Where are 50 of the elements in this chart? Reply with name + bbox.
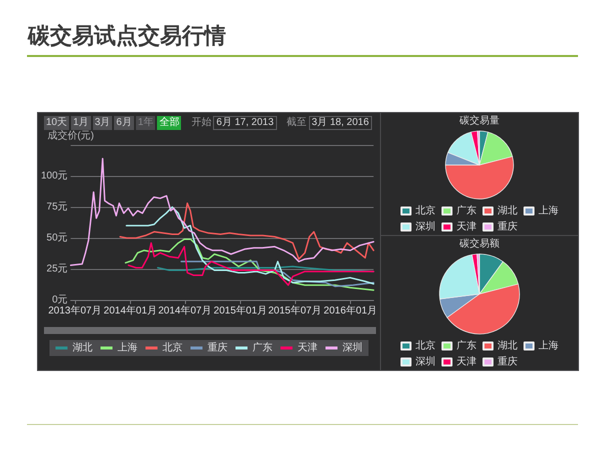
chart-title: 碳交易试点交易行情: [28, 22, 226, 50]
date-field: 3月 18, 2016: [308, 116, 372, 130]
y-tick-label: 75元: [46, 202, 68, 212]
range-button: 10天: [44, 116, 70, 130]
line-series: [119, 202, 374, 260]
legend-label: 广东: [456, 204, 476, 216]
text: 截至: [286, 117, 307, 129]
line-series: [180, 260, 374, 288]
range-button: 3月: [92, 116, 112, 130]
legend-label: 湖北: [498, 204, 518, 216]
legend-label: 天津: [456, 220, 476, 232]
legend-label: 北京: [416, 204, 436, 216]
chart-title: 碳交易额: [458, 238, 500, 250]
legend-label: 上海: [538, 340, 558, 352]
legend-label: 湖北: [72, 342, 92, 354]
x-tick-label: 2013年07月: [48, 304, 102, 316]
x-tick-label: 2014年07月: [158, 304, 212, 316]
legend-label: 深圳: [342, 342, 362, 354]
x-tick-label: 2015年01月: [214, 304, 268, 316]
y-axis-title: 成交价(元): [47, 130, 94, 142]
x-tick-label: 2015年07月: [268, 304, 322, 316]
legend-label: 广东: [456, 340, 476, 352]
text: 开始: [191, 117, 212, 129]
y-tick-label: 0元: [52, 294, 68, 306]
y-tick-label: 25元: [46, 264, 68, 274]
legend-label: 北京: [416, 340, 436, 352]
legend-label: 重庆: [208, 342, 228, 354]
chart-title: 碳交易量: [458, 114, 500, 126]
legend-label: 深圳: [416, 220, 436, 232]
date-field: 6月 17, 2013: [213, 116, 277, 130]
legend-label: 上海: [538, 204, 558, 216]
range-button: 6月: [114, 116, 134, 130]
legend-label: 上海: [118, 342, 138, 354]
range-button: 1月: [71, 116, 91, 130]
range-button: 全部: [157, 116, 182, 130]
range-button: 1年: [136, 116, 156, 130]
y-tick-label: 50元: [46, 232, 68, 244]
legend-label: 北京: [162, 342, 182, 354]
y-tick-label: 100元: [40, 170, 68, 182]
line-series: [126, 206, 374, 285]
x-tick-label: 2014年01月: [104, 304, 158, 316]
legend-label: 重庆: [498, 356, 518, 368]
legend-label: 重庆: [498, 220, 518, 232]
legend-label: 深圳: [416, 356, 436, 368]
legend-label: 广东: [252, 342, 272, 354]
line-series: [70, 158, 374, 266]
legend-label: 天津: [298, 342, 318, 354]
legend-label: 湖北: [498, 340, 518, 352]
legend-label: 天津: [456, 356, 476, 368]
x-tick-label: 2016年01月: [324, 304, 378, 316]
